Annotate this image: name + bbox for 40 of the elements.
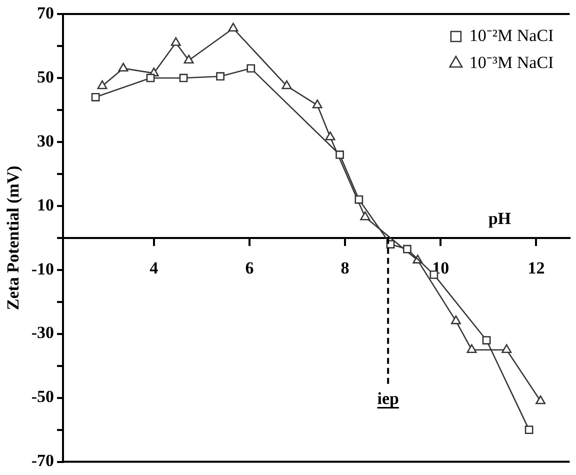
point	[146, 74, 155, 82]
y-tick-label: -10	[31, 259, 54, 278]
point	[403, 244, 412, 254]
point	[282, 80, 292, 90]
point	[246, 64, 256, 73]
y-tick-label: -30	[31, 323, 54, 342]
x-axis-title: pH	[488, 208, 512, 228]
point	[325, 131, 336, 140]
point	[354, 195, 364, 204]
point	[118, 62, 128, 72]
point	[502, 344, 512, 353]
x-tick-label: 6	[245, 258, 254, 278]
point	[184, 54, 194, 64]
y-tick-label: 10	[37, 195, 54, 214]
y-axis-title: Zeta Potential (mV)	[4, 166, 23, 310]
x-tick-label: 4	[150, 258, 159, 278]
y-tick-label: -50	[31, 387, 54, 406]
legend-label: 10⁻³M NaCI	[469, 52, 554, 72]
point	[97, 80, 108, 90]
point	[312, 100, 322, 108]
x-tick-label: 8	[340, 258, 350, 278]
point	[466, 344, 477, 353]
point	[91, 92, 100, 102]
point	[360, 211, 370, 220]
point	[228, 22, 238, 32]
y-tick-label: 30	[37, 131, 54, 150]
point	[216, 72, 224, 81]
ref-line-label: iep	[377, 388, 399, 408]
point	[524, 426, 534, 434]
x-tick-label: 12	[528, 258, 545, 278]
y-tick-label: 50	[37, 67, 54, 86]
legend-label: 10⁻²M NaCI	[469, 26, 554, 45]
y-tick-label: -70	[31, 451, 54, 470]
point	[536, 395, 546, 404]
point	[482, 336, 491, 344]
point	[336, 150, 344, 159]
y-tick-label: 70	[37, 3, 54, 22]
point	[170, 37, 181, 46]
point	[179, 74, 188, 82]
point	[450, 315, 461, 324]
